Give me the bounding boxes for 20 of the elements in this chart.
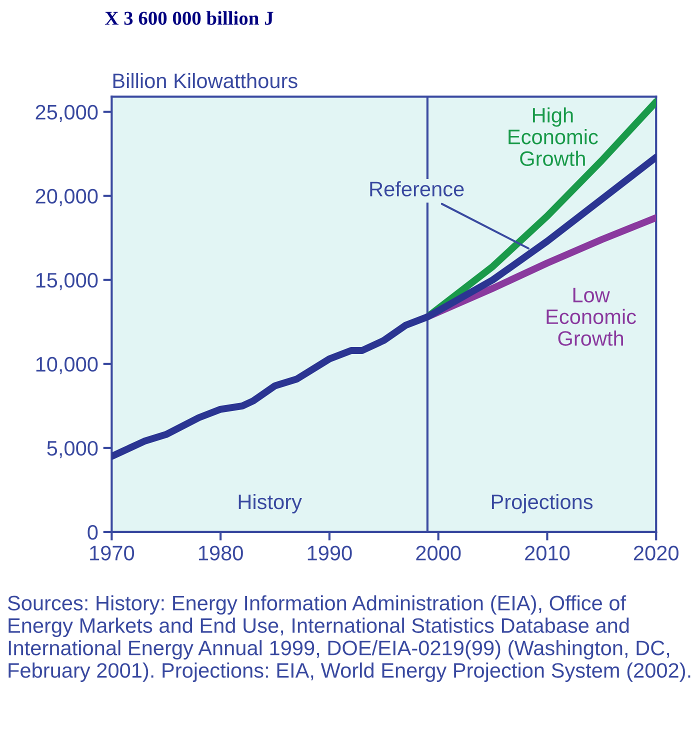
- x-tick-label: 2000: [416, 546, 461, 560]
- y-axis-title: Billion Kilowatthours: [113, 72, 298, 88]
- series-label: Low Economic Growth: [546, 288, 636, 346]
- text: Reference: [370, 181, 464, 196]
- x-tick-label: 1980: [198, 546, 243, 560]
- x-tick-label: 2020: [634, 546, 678, 560]
- series-label: High Economic Growth: [508, 107, 598, 166]
- chart-title: X 3 600 000 billion J: [105, 11, 274, 25]
- y-tick-label: 10,000: [36, 356, 98, 374]
- annotation: History: [238, 494, 302, 514]
- y-tick-label: 0: [88, 524, 98, 540]
- x-tick-label: 2010: [525, 546, 570, 560]
- y-tick-label: 5,000: [47, 440, 98, 458]
- y-tick-label: 20,000: [36, 188, 98, 206]
- annotation: Projections: [492, 494, 593, 514]
- y-tick-label: 25,000: [36, 104, 98, 122]
- x-tick-label: 1970: [90, 546, 134, 560]
- source-note: Sources: History: Energy Information Administration (EIA), Office of Energy Markets and End Use, International Statistics Database and International Energy Annual 1999, DOE/EIA-0219(99) (Washington, DC, February 2001). Projections: EIA, World Energy Projection System (2002).: [8, 595, 690, 682]
- y-tick-label: 15,000: [36, 272, 98, 290]
- x-tick-label: 1990: [308, 546, 352, 560]
